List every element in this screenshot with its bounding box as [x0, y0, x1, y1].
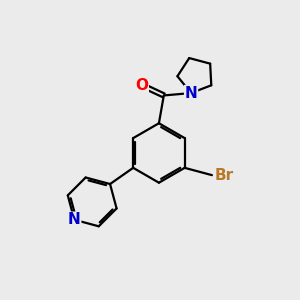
Text: N: N — [68, 212, 81, 227]
Text: O: O — [135, 78, 148, 93]
Text: N: N — [185, 85, 197, 100]
Text: Br: Br — [214, 168, 233, 183]
